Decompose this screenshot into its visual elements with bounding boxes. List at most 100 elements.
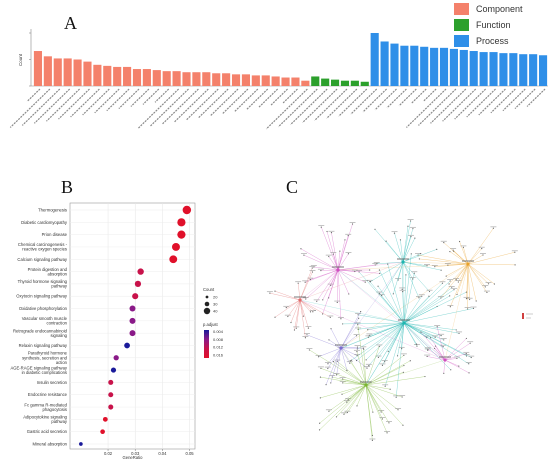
network-edge — [310, 269, 339, 280]
network-edge — [467, 228, 494, 265]
network-edge — [299, 299, 316, 311]
bar-category-label — [398, 88, 417, 107]
network-edge — [368, 322, 405, 338]
bar-component — [152, 70, 161, 86]
network-edge — [367, 322, 405, 330]
network-edge — [430, 337, 446, 361]
dot-category-label: Fc gamma R-mediated — [24, 402, 67, 407]
network-edge — [444, 338, 467, 361]
network-edge — [384, 322, 405, 387]
network-edge — [340, 347, 350, 364]
network-node — [343, 413, 345, 415]
dot-category-label: Oxytocin signaling pathway — [16, 294, 68, 299]
bar-component — [63, 58, 72, 86]
network-node — [428, 295, 430, 297]
network-hub — [443, 358, 447, 362]
dot-category-label: Adipocytokine signaling — [23, 415, 67, 420]
network-node — [465, 337, 468, 340]
network-node — [447, 264, 449, 266]
bar-process — [390, 43, 399, 86]
network-edge — [337, 269, 342, 319]
network-node — [387, 263, 389, 265]
bar-process — [439, 47, 449, 86]
dot-category-label: Relaxin signaling pathway — [19, 343, 68, 348]
bar-category-label — [137, 88, 180, 129]
network-node — [378, 345, 380, 347]
dot-point — [102, 416, 108, 422]
network-node — [380, 411, 382, 413]
bar-component — [83, 61, 92, 86]
network-node — [449, 306, 451, 308]
network-node — [412, 278, 414, 280]
network-edge — [377, 286, 405, 324]
count-legend-title: Count — [203, 287, 215, 292]
network-node — [302, 315, 305, 317]
network-node — [470, 356, 472, 359]
network-edge — [365, 360, 411, 386]
network-node — [307, 327, 310, 329]
network-edge — [299, 299, 306, 338]
bar-process — [400, 45, 409, 86]
bar-chart-legend: Component Function Process — [454, 2, 550, 50]
network-edge — [337, 269, 349, 295]
bar-process — [459, 49, 468, 86]
network-edge — [274, 290, 301, 301]
network-edge — [467, 248, 482, 265]
network-node — [475, 300, 477, 302]
network-edge — [459, 241, 469, 265]
network-node — [487, 283, 490, 285]
network-node — [342, 323, 344, 325]
bar-category-label — [174, 88, 209, 123]
bar-category-label — [130, 88, 150, 107]
bar-category-label — [82, 88, 110, 116]
network-node — [436, 248, 438, 250]
network-node — [356, 348, 358, 350]
padjust-legend-title: p.adjust — [203, 322, 219, 327]
network-node — [340, 318, 342, 320]
network-edge — [397, 322, 405, 356]
network-node — [465, 353, 467, 355]
count-legend-label: 40 — [213, 309, 218, 314]
network-node — [316, 300, 318, 302]
bar-category-label — [410, 88, 427, 105]
network-edge — [336, 384, 367, 417]
bar-component — [103, 65, 112, 86]
dot-category-label: Insulin secretion — [37, 380, 68, 385]
bar-process — [410, 45, 419, 86]
network-node — [330, 232, 333, 234]
network-edge — [368, 322, 405, 366]
bar-component — [241, 74, 250, 86]
network-node — [342, 378, 344, 380]
dot-point — [129, 305, 136, 312]
bar-category-label — [118, 88, 140, 110]
network-node — [467, 308, 469, 310]
network-edge — [340, 261, 404, 349]
bar-category-label — [514, 88, 536, 110]
network-edge — [356, 351, 367, 386]
network-edge — [403, 273, 415, 324]
network-node — [486, 291, 488, 294]
network-node — [330, 284, 332, 287]
bar-category-label — [478, 88, 506, 116]
bar-component — [142, 69, 151, 86]
network-node — [386, 432, 388, 434]
legend-item-process: Process — [454, 34, 550, 48]
network-edge — [365, 359, 446, 386]
network-edge — [274, 299, 301, 318]
network-edge — [296, 299, 301, 329]
network-node — [350, 359, 353, 361]
network-edge — [330, 347, 342, 383]
panel-c-letter: C — [286, 177, 299, 197]
network-edge — [401, 322, 405, 349]
dot-point — [129, 317, 136, 324]
network-node — [319, 376, 322, 378]
network-node — [311, 267, 313, 269]
legend-swatch-function — [454, 19, 469, 31]
bar-process — [420, 46, 429, 86]
bar-category-label — [430, 88, 467, 124]
bar-component — [33, 51, 43, 86]
network-edge — [320, 376, 367, 386]
network-node — [367, 329, 369, 331]
network-edge — [333, 361, 367, 386]
network-edge — [328, 339, 342, 349]
